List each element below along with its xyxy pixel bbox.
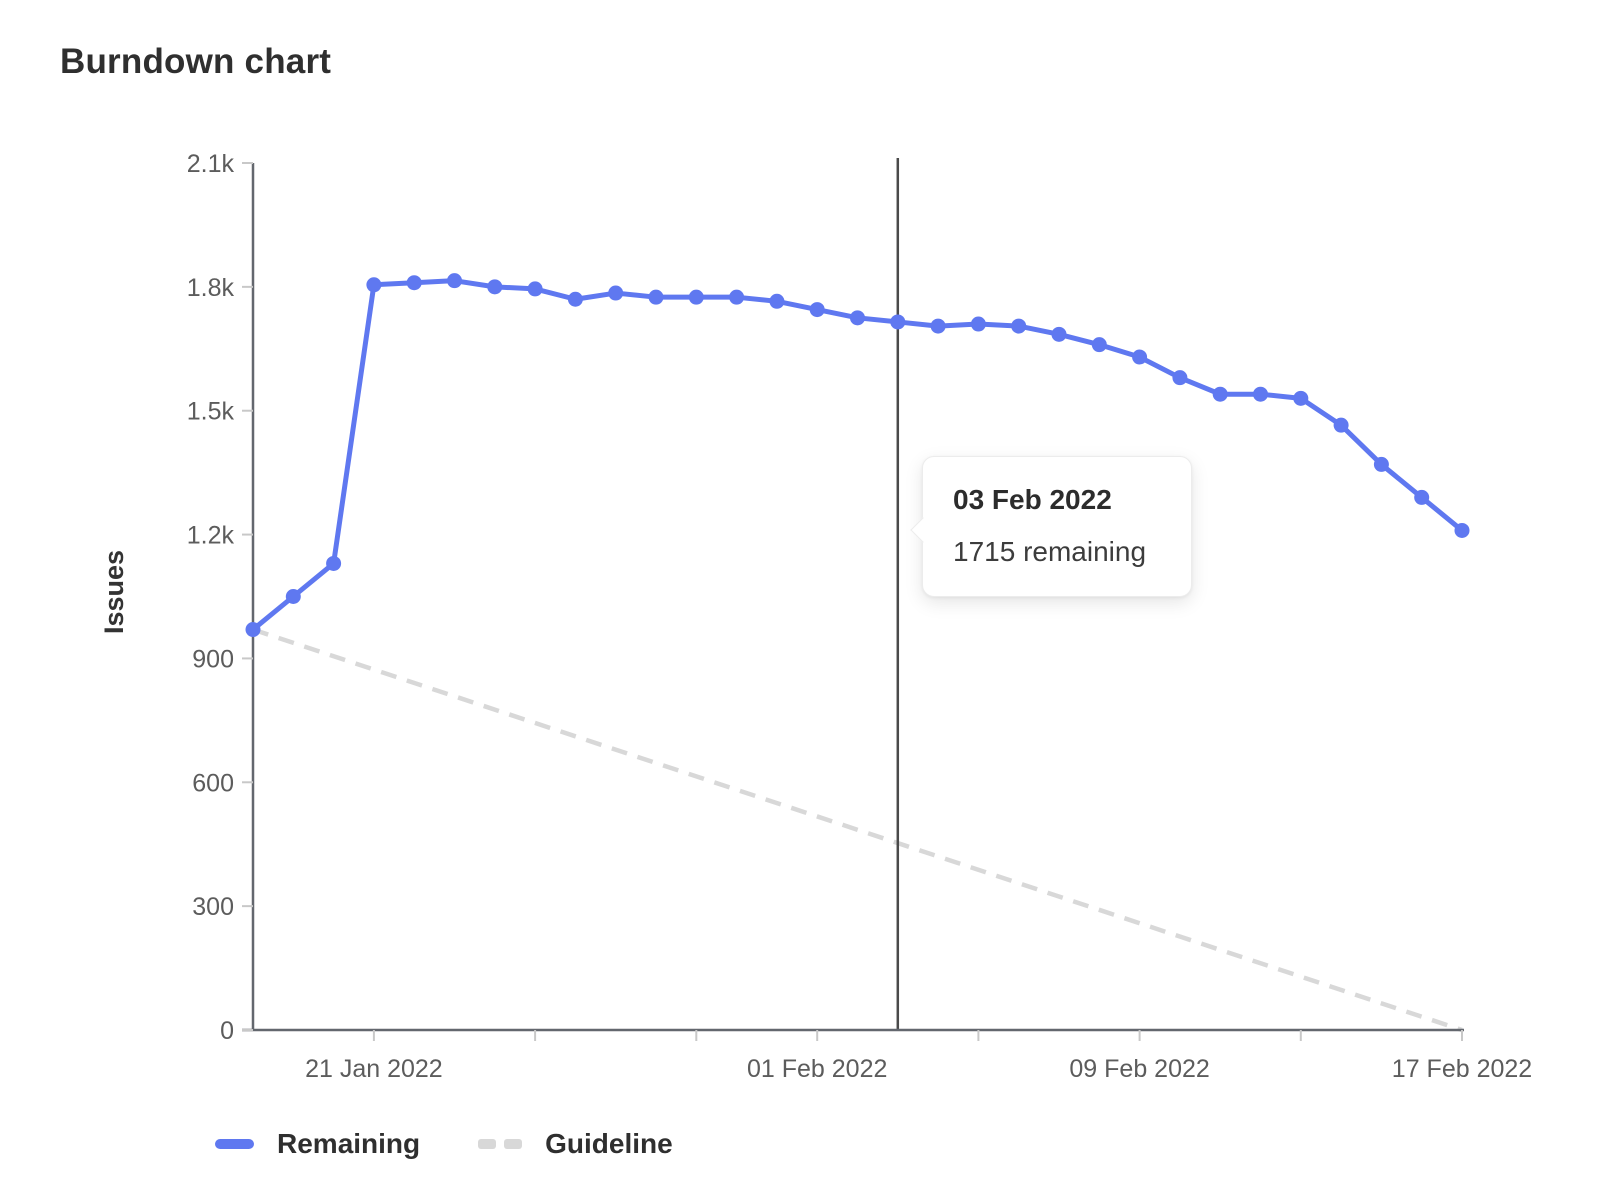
- guideline-series: [252, 627, 1463, 1033]
- y-tick-label: 1.2k: [187, 522, 235, 550]
- data-point[interactable]: [487, 279, 503, 295]
- y-tick-label: 600: [192, 769, 234, 797]
- data-point[interactable]: [850, 310, 865, 326]
- data-point[interactable]: [285, 589, 301, 604]
- legend-label-guideline: Guideline: [545, 1128, 673, 1159]
- chart-legend: Remaining Guideline: [215, 1128, 673, 1160]
- y-tick-label: 1.5k: [187, 398, 235, 426]
- data-point[interactable]: [326, 555, 342, 571]
- data-point[interactable]: [688, 289, 704, 305]
- data-point[interactable]: [1253, 386, 1268, 402]
- x-tick-label: 21 Jan 2022: [305, 1055, 443, 1083]
- data-point[interactable]: [1091, 337, 1107, 353]
- data-point[interactable]: [608, 285, 624, 301]
- data-point[interactable]: [809, 302, 825, 318]
- chart-tooltip: 03 Feb 2022 1715 remaining: [910, 456, 1192, 597]
- data-point[interactable]: [1011, 318, 1027, 334]
- y-axis-title: Issues: [99, 549, 129, 635]
- legend-item-guideline[interactable]: Guideline: [478, 1128, 673, 1160]
- tooltip-date: 03 Feb 2022: [953, 484, 1112, 515]
- x-tick-label: 17 Feb 2022: [1392, 1055, 1532, 1083]
- tooltip-value: 1715 remaining: [953, 536, 1147, 567]
- data-point[interactable]: [366, 277, 382, 293]
- remaining-line-swatch-icon: [215, 1139, 254, 1149]
- data-point[interactable]: [1373, 456, 1389, 472]
- data-point[interactable]: [1414, 489, 1430, 505]
- data-point[interactable]: [970, 316, 986, 332]
- data-point[interactable]: [567, 291, 583, 307]
- page-title: Burndown chart: [60, 42, 332, 81]
- legend-item-remaining[interactable]: Remaining: [215, 1128, 420, 1160]
- data-point[interactable]: [648, 289, 664, 305]
- burndown-chart-canvas[interactable]: 0 300 600 900 1.2k 1.5k 1.8k 2.1k 21 Jan 2022 01 …: [0, 0, 1622, 1090]
- data-point[interactable]: [1172, 370, 1188, 386]
- legend-label-remaining: Remaining: [277, 1128, 421, 1159]
- data-point[interactable]: [447, 273, 462, 289]
- x-tick-label: 09 Feb 2022: [1069, 1055, 1209, 1083]
- y-tick-label: 300: [192, 893, 234, 921]
- data-point[interactable]: [930, 318, 946, 334]
- guideline-dash-swatch-icon: [478, 1139, 523, 1149]
- y-tick-label: 2.1k: [187, 150, 235, 178]
- data-point[interactable]: [1051, 326, 1067, 342]
- remaining-series-line: [250, 278, 1465, 633]
- data-point[interactable]: [245, 622, 261, 638]
- data-point[interactable]: [769, 293, 785, 309]
- data-point[interactable]: [729, 289, 745, 305]
- y-tick-label: 1.8k: [187, 274, 235, 302]
- y-tick-label: 0: [220, 1017, 234, 1045]
- data-point[interactable]: [1454, 522, 1470, 538]
- data-point[interactable]: [406, 275, 422, 291]
- data-point[interactable]: [1132, 349, 1148, 365]
- data-point[interactable]: [1212, 386, 1228, 402]
- data-point[interactable]: [527, 281, 543, 297]
- x-tick-label: 01 Feb 2022: [747, 1055, 887, 1083]
- data-point[interactable]: [890, 314, 906, 330]
- y-tick-label: 900: [192, 645, 234, 673]
- data-point[interactable]: [1293, 390, 1309, 406]
- data-point[interactable]: [1333, 417, 1349, 433]
